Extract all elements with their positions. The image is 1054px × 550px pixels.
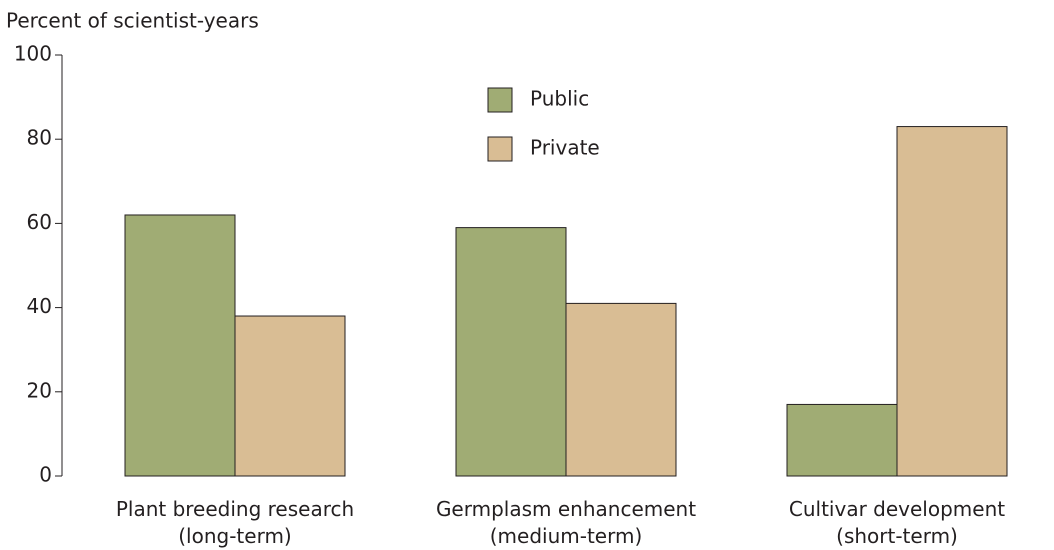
x-tick-label: Germplasm enhancement (medium-term): [436, 497, 696, 548]
bar: [234, 315, 346, 477]
bar: [124, 214, 236, 477]
y-tick-label: 60: [27, 210, 52, 234]
legend-label: Private: [530, 136, 600, 160]
y-tick-label: 80: [27, 126, 52, 150]
y-axis-label: Percent of scientist-years: [6, 9, 259, 33]
bar: [565, 302, 677, 477]
bar: [786, 403, 898, 477]
y-tick-label: 0: [39, 463, 52, 487]
legend-swatch: [487, 87, 513, 113]
legend-label: Public: [530, 87, 589, 111]
bar: [896, 126, 1008, 477]
legend-swatch: [487, 136, 513, 162]
bar: [455, 227, 567, 477]
y-tick-label: 20: [27, 378, 52, 402]
y-tick-label: 40: [27, 294, 52, 318]
y-tick-label: 100: [14, 42, 52, 66]
x-tick-label: Cultivar development (short-term): [789, 497, 1005, 548]
x-tick-label: Plant breeding research (long-term): [116, 497, 354, 548]
